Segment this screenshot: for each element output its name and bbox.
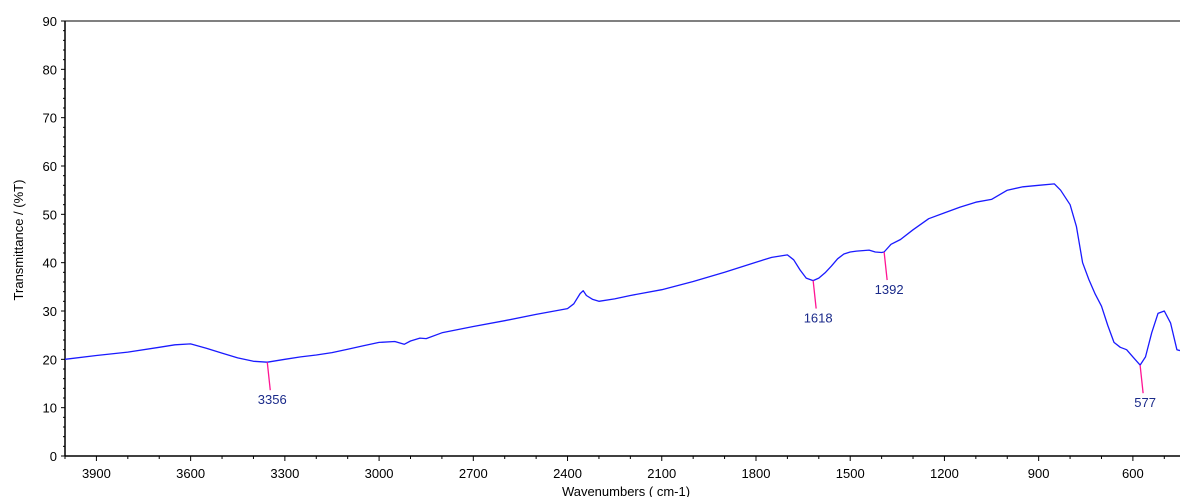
peak-label: 3356 xyxy=(258,392,287,407)
y-tick-label: 10 xyxy=(43,401,57,416)
x-tick-label: 3000 xyxy=(365,466,394,481)
y-tick-label: 30 xyxy=(43,304,57,319)
peak-label: 1618 xyxy=(804,311,833,326)
x-tick-label: 900 xyxy=(1028,466,1050,481)
y-tick-label: 50 xyxy=(43,207,57,222)
y-tick-label: 80 xyxy=(43,62,57,77)
peak-annotations: 3356 1618 1392 577 xyxy=(258,251,1156,410)
y-axis-title: Transmittance / (%T) xyxy=(11,180,26,301)
x-axis: 3900 3600 3300 3000 2700 2400 2100 1800 1500 1200… xyxy=(64,456,1165,481)
x-tick-label: 3300 xyxy=(270,466,299,481)
y-tick-label: 20 xyxy=(43,352,57,367)
plot-area xyxy=(64,20,1180,457)
peak-label: 1392 xyxy=(875,282,904,297)
peak-label: 577 xyxy=(1134,395,1156,410)
peak-marker xyxy=(266,362,271,391)
peak-marker xyxy=(1139,365,1144,394)
x-axis-title: Wavenumbers ( cm-1) xyxy=(562,484,690,497)
y-tick-label: 40 xyxy=(43,256,57,271)
y-tick-label: 90 xyxy=(43,14,57,29)
x-tick-label: 1800 xyxy=(742,466,771,481)
peak-marker xyxy=(883,251,888,281)
peak-marker xyxy=(812,280,817,309)
y-tick-label: 0 xyxy=(50,449,57,464)
x-tick-label: 2400 xyxy=(553,466,582,481)
spectrum-line xyxy=(64,183,1180,366)
x-tick-label: 1200 xyxy=(930,466,959,481)
spectrum-series xyxy=(64,183,1180,366)
y-axis: 0 10 20 30 40 50 60 70 80 90 xyxy=(43,14,65,464)
x-tick-label: 600 xyxy=(1122,466,1144,481)
x-tick-label: 3900 xyxy=(82,466,111,481)
x-tick-label: 3600 xyxy=(176,466,205,481)
y-tick-label: 60 xyxy=(43,159,57,174)
x-tick-label: 2700 xyxy=(459,466,488,481)
x-tick-label: 1500 xyxy=(836,466,865,481)
x-tick-label: 2100 xyxy=(647,466,676,481)
y-tick-label: 70 xyxy=(43,111,57,126)
